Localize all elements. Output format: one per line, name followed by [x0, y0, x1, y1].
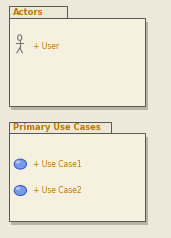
FancyBboxPatch shape: [9, 122, 111, 133]
Ellipse shape: [16, 187, 20, 190]
Text: + User: + User: [33, 41, 60, 50]
Text: Actors: Actors: [13, 8, 43, 17]
Text: + Use Case1: + Use Case1: [33, 160, 82, 169]
FancyBboxPatch shape: [9, 133, 145, 221]
Ellipse shape: [14, 159, 27, 169]
FancyBboxPatch shape: [11, 22, 148, 110]
Ellipse shape: [16, 160, 20, 164]
FancyBboxPatch shape: [11, 137, 148, 225]
Text: Primary Use Cases: Primary Use Cases: [13, 123, 101, 132]
FancyBboxPatch shape: [9, 6, 67, 18]
Text: + Use Case2: + Use Case2: [33, 186, 82, 195]
FancyBboxPatch shape: [9, 18, 145, 106]
Ellipse shape: [14, 186, 27, 196]
